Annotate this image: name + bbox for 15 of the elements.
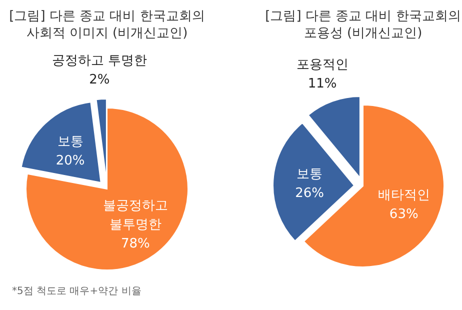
data-label: 11% [308, 76, 337, 92]
data-label: 2% [89, 72, 110, 88]
slice-label: 불공정하고 불투명한 [102, 198, 168, 232]
slice-label: 배타적인 [378, 188, 430, 204]
slice-label: 공정하고 투명한 [52, 54, 148, 69]
data-label: 20% [56, 153, 85, 168]
slice-label: 보통 [296, 167, 323, 182]
chart-title: [그림] 다른 종교 대비 한국교회의 사회적 이미지 (비개신교인) [9, 9, 205, 41]
data-label: 26% [295, 186, 324, 202]
data-label: 63% [389, 207, 418, 222]
data-label: 78% [120, 236, 150, 252]
slice-label: 포용적인 [296, 58, 348, 73]
text: *5점 척도로 매우+약간 비율 [12, 286, 142, 297]
chart-title: [그림] 다른 종교 대비 한국교회의 포용성 (비개신교인) [265, 9, 461, 41]
slice-label: 보통 [57, 134, 84, 150]
